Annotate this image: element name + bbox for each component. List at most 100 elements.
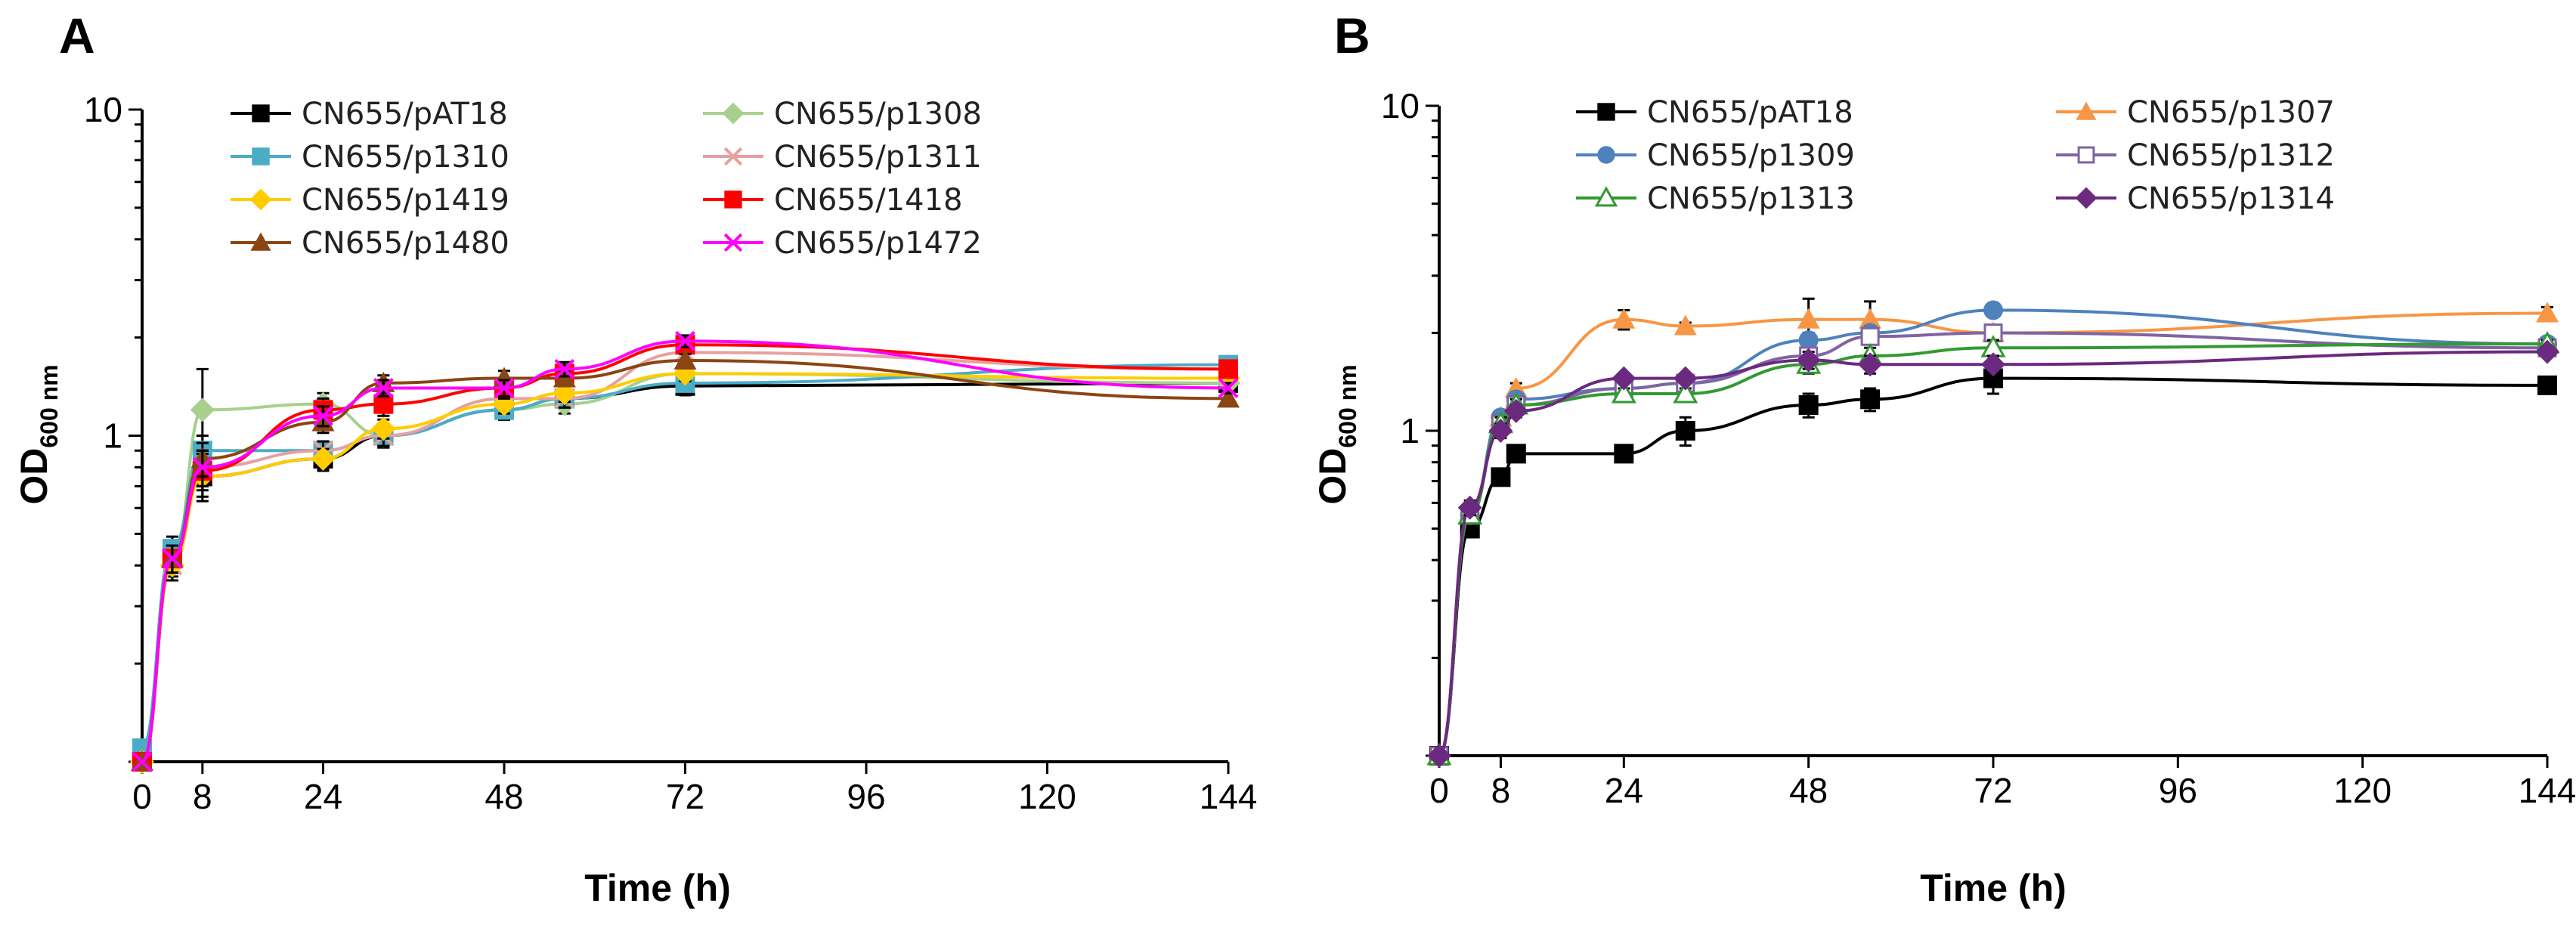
panel-b-x-tick-label: 120 <box>2333 771 2392 810</box>
panel-b-x-tick-label: 0 <box>1429 771 1449 810</box>
panel-a-data-point <box>675 330 695 351</box>
panel-b-data-point <box>1488 419 1513 443</box>
panel-a-x-tick-label: 24 <box>304 777 342 816</box>
panel-a-data-point <box>373 394 394 414</box>
panel-b-series-line <box>1438 376 2548 757</box>
panel-b-data-point <box>1611 380 1636 404</box>
panel-a-x-tick-label: 72 <box>666 777 704 816</box>
panel-b-y-tick-label: 1 <box>1400 411 1420 450</box>
panel-b-data-point <box>1981 352 2005 377</box>
panel-b-data-point <box>1675 421 1695 441</box>
panel-b-series-line <box>1438 331 2548 757</box>
panel-b-legend-label: CN655/p1313 <box>1647 181 1855 216</box>
panel-b-legend-label: CN655/pAT18 <box>1647 95 1853 130</box>
panel-a-data-point <box>673 349 697 370</box>
panel-a-legend-marker <box>252 104 270 122</box>
panel-b-y-title-sub: 600 nm <box>1334 364 1361 447</box>
panel-b-data-point <box>1858 352 1883 377</box>
panel-b-y-title: OD600 nm <box>1311 364 1361 504</box>
panel-a-legend-item: CN655/pAT18 <box>231 97 508 131</box>
panel-a-series <box>130 361 1240 774</box>
panel-a-legend-marker <box>723 147 743 166</box>
panel-b-data-point <box>1673 380 1698 404</box>
panel-b-data-point <box>1506 444 1526 464</box>
panel-b-series <box>1426 331 2560 766</box>
panel-b-legend-item: CN655/p1314 <box>2056 181 2335 216</box>
panel-b-data-point <box>1983 300 2003 320</box>
panel-b-series <box>1429 363 2557 766</box>
panel-a-series-line <box>141 372 1229 763</box>
panel-a-data-point <box>192 456 213 478</box>
panel-b-series-line <box>1438 342 2548 757</box>
panel-a-legend-item: CN655/p1480 <box>231 226 509 261</box>
panel-a-legend-marker <box>249 188 272 211</box>
panel-b-legend-item: CN655/p1309 <box>1576 138 1855 173</box>
panel-b-data-point <box>1798 330 1819 351</box>
panel-a-legend-item: CN655/p1311 <box>703 140 982 175</box>
panel-a-series-line <box>141 381 1229 763</box>
panel-a-series <box>130 361 1240 774</box>
panel-a-legend-label: CN655/p1419 <box>302 183 509 218</box>
panel-a-legend-item: CN655/1418 <box>703 183 962 218</box>
panel-a-legend-item: CN655/p1472 <box>703 226 982 261</box>
panel-a-y-tick-label: 1 <box>103 416 122 456</box>
panel-a-legend-marker <box>724 190 742 209</box>
panel-b-x-title: Time (h) <box>1920 867 2067 909</box>
panel-a-legend-label: CN655/p1310 <box>302 140 509 175</box>
panel-a-y-title: OD600 nm <box>13 364 63 504</box>
panel-a-data-point <box>494 378 515 398</box>
panel-b-legend-label: CN655/p1307 <box>2127 95 2335 130</box>
panel-a-data-point <box>1217 387 1240 408</box>
panel-b-data-point <box>1796 348 1821 373</box>
panel-a-legend-marker <box>722 102 745 125</box>
panel-b-legend-marker <box>1594 186 1618 207</box>
panel-b-data-point <box>1798 394 1819 415</box>
panel-a-x-tick-label: 8 <box>193 777 212 816</box>
panel-a-x-title: Time (h) <box>584 867 731 909</box>
panel-b-legend-item: CN655/p1312 <box>2056 138 2335 173</box>
panel-a-series-line <box>141 343 1229 763</box>
panel-a-legend-label: CN655/p1472 <box>774 226 982 261</box>
panel-b-data-point <box>1427 744 1451 768</box>
panel-b-legend-item: CN655/p1313 <box>1576 181 1855 216</box>
panel-a-legend-marker <box>252 147 270 166</box>
panel-a-legend-label: CN655/p1311 <box>774 140 982 175</box>
panel-a-legend-label: CN655/p1480 <box>302 226 509 261</box>
panel-a-series <box>132 342 1239 772</box>
panel-a-legend-label: CN655/1418 <box>774 183 962 218</box>
panel-b-data-point <box>1614 444 1634 464</box>
panel-b-legend-item: CN655/pAT18 <box>1576 95 1853 130</box>
panel-a-y-title-main: OD <box>13 448 55 505</box>
panel-a-data-point <box>373 378 394 398</box>
panel-b-x-tick-label: 96 <box>2159 771 2197 810</box>
panel-a-legend-item: CN655/p1310 <box>231 140 509 175</box>
panel-b-data-point <box>1860 389 1881 410</box>
panel-a-letter: A <box>59 8 95 63</box>
panel-a-series-line <box>141 359 1229 763</box>
panel-a-data-point <box>1218 359 1238 379</box>
panel-a-x-tick-label: 144 <box>1200 777 1258 816</box>
panel-b-data-point <box>1503 398 1528 423</box>
panel-a-series <box>131 349 1240 771</box>
panel-b-y-tick-label: 10 <box>1381 86 1420 125</box>
panel-a-plot: 0 8 24 48 72 96 120 144 1 10 CN655/pAT18 CN655/p130… <box>84 90 1258 816</box>
panel-a-data-point <box>190 398 215 422</box>
panel-b-data-point <box>1673 366 1698 391</box>
panel-a-legend-label: CN655/p1308 <box>774 97 982 131</box>
panel-a-legend-label: CN655/pAT18 <box>302 97 508 131</box>
panel-b-data-point <box>2537 375 2557 395</box>
panel-b-legend-item: CN655/p1307 <box>2056 95 2335 130</box>
panel-b-data-point <box>1491 467 1511 487</box>
panel-a-series-line <box>141 372 1229 763</box>
panel-a-series <box>132 373 1238 772</box>
panel-a-legend-item: CN655/p1308 <box>703 97 982 131</box>
panel-a-x-tick-label: 120 <box>1018 777 1076 816</box>
panel-a-series <box>132 330 1239 772</box>
panel-b-legend-marker <box>2075 187 2098 209</box>
panel-b-data-point <box>1797 308 1820 329</box>
panel-a-legend-item: CN655/p1419 <box>231 183 509 218</box>
panel-a-legend-marker <box>723 233 743 252</box>
panel-a-data-point <box>554 359 575 379</box>
